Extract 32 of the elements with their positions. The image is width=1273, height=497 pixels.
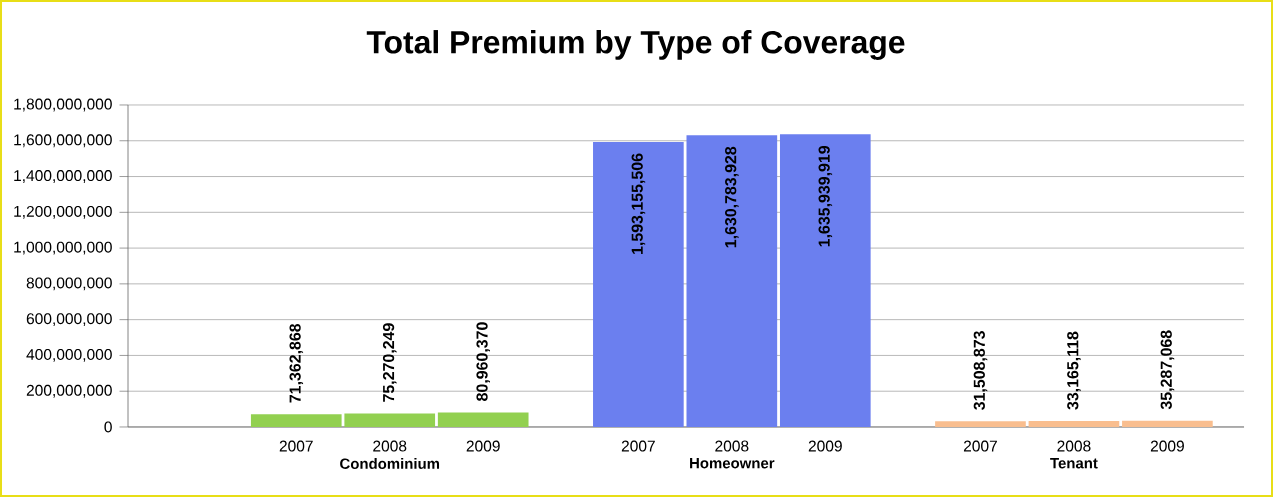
data-label: 33,165,118 (1067, 331, 1081, 410)
x-tick-label: 2009 (1150, 440, 1184, 452)
x-tick-label: 2007 (621, 440, 655, 452)
x-tick-label: 2008 (373, 440, 407, 452)
x-tick-label: 2008 (1057, 440, 1091, 452)
text: Tenant (1050, 458, 1098, 469)
data-label: 1,593,155,506 (631, 153, 646, 254)
data-label: 1,635,939,919 (818, 145, 833, 247)
data-label: 31,508,873 (973, 331, 988, 410)
y-tick-label: 400,000,000 (26, 349, 112, 362)
x-tick-label: 2007 (279, 440, 313, 452)
y-tick-label: 0 (104, 421, 112, 433)
y-tick-label: 600,000,000 (26, 313, 112, 327)
y-tick-label: 1,000,000,000 (14, 241, 112, 255)
y-tick-label: 1,200,000,000 (14, 205, 112, 219)
data-label: 35,287,068 (1160, 330, 1175, 410)
data-label: 1,630,783,928 (725, 146, 739, 248)
text: Homeowner (690, 458, 775, 469)
x-tick-label: 2009 (808, 440, 842, 452)
x-tick-label: 2009 (466, 440, 500, 452)
x-tick-label: 2008 (715, 440, 749, 452)
text: Condominium (340, 458, 440, 470)
data-label: 75,270,249 (382, 323, 397, 402)
y-tick-label: 1,800,000,000 (14, 98, 112, 112)
y-tick-label: 800,000,000 (26, 277, 112, 291)
data-label: 71,362,868 (289, 323, 304, 403)
chart-title: Total Premium by Type of Coverage (366, 30, 905, 60)
data-label: 80,960,370 (476, 322, 490, 401)
y-tick-label: 1,400,000,000 (14, 170, 112, 183)
y-tick-label: 1,600,000,000 (14, 134, 112, 148)
x-tick-label: 2007 (963, 440, 997, 452)
y-tick-label: 200,000,000 (26, 384, 112, 398)
